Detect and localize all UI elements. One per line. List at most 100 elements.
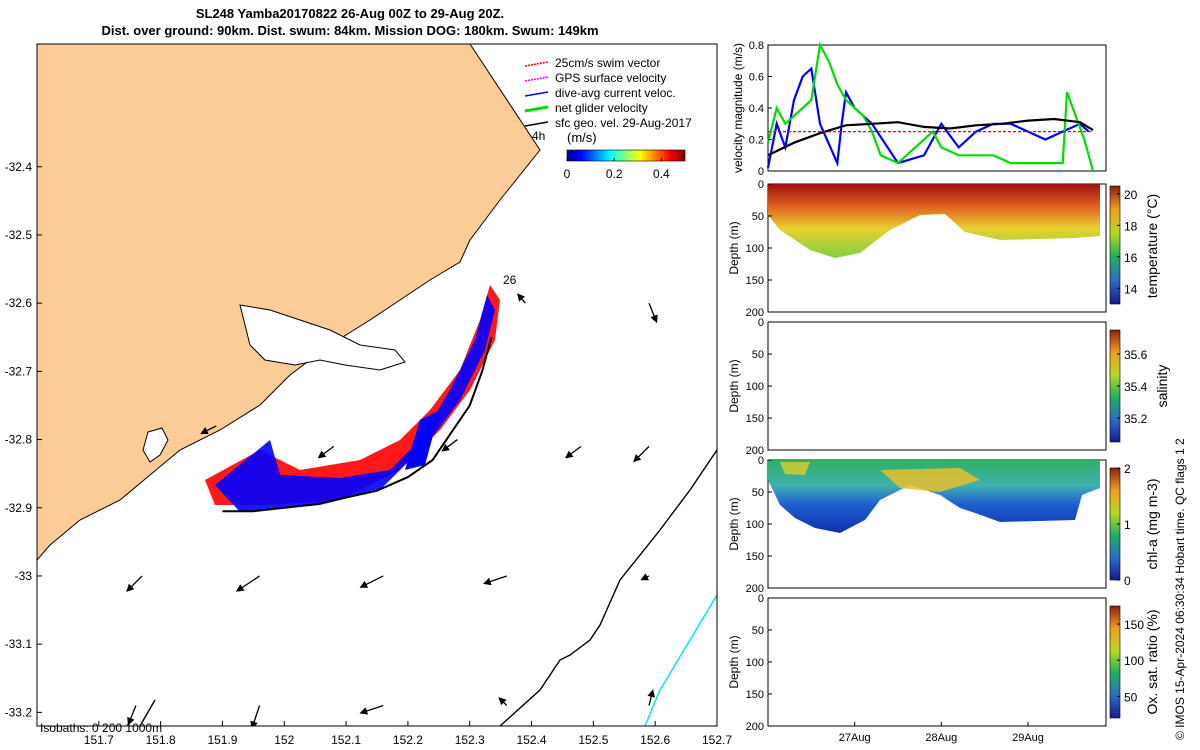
- chl-colorbar-ticks: 2 1 0: [1117, 462, 1131, 588]
- colorbar-tick-label: 2: [1124, 462, 1131, 476]
- current-arrow: [483, 575, 508, 586]
- salinity-colorbar-ticks: 35.6 35.4 35.2: [1117, 348, 1148, 426]
- colorbar-unit-label: (m/s): [567, 130, 597, 145]
- glider-track: [222, 337, 493, 513]
- current-arrow: [633, 445, 650, 463]
- legend-label: GPS surface velocity: [555, 71, 666, 85]
- map-x-tick-label: 152.1: [331, 733, 361, 747]
- colorbar-tick-label: 16: [1124, 251, 1138, 265]
- oxygen-x-axis: 27Aug 28Aug 29Aug: [839, 722, 1044, 744]
- current-arrow: [648, 302, 658, 324]
- velocity-y-tick-label: 0: [758, 166, 764, 178]
- current-arrow: [359, 704, 384, 715]
- colorbar-tick-label: 50: [1124, 690, 1138, 704]
- chl-ylabel: Depth (m): [727, 497, 741, 550]
- map-x-tick-label: 151.7: [84, 733, 114, 747]
- depth-tick-label: 150: [746, 413, 764, 425]
- salinity-colorbar-label: salinity: [1154, 365, 1170, 408]
- oxygen-ylabel: Depth (m): [727, 635, 741, 688]
- temperature-section: [768, 184, 1100, 258]
- oxygen-colorbar: [1109, 605, 1121, 719]
- map-x-tick-label: 152.4: [517, 733, 547, 747]
- legend-label: net glider velocity: [555, 101, 648, 115]
- map-x-tick-label: 151.8: [146, 733, 176, 747]
- oxygen-y-axis: 0 50 100 150 200: [746, 593, 772, 733]
- chl-section: [768, 460, 1100, 533]
- depth-tick-label: 200: [746, 721, 764, 733]
- current-arrow: [235, 575, 260, 592]
- salinity-y-axis: 0 50 100 150 200: [746, 317, 772, 457]
- legend-label: sfc geo. vel. 29-Aug-2017: [555, 116, 692, 130]
- time-label: 4h: [532, 129, 545, 143]
- oxygen-panel: 0 50 100 150 200 27Aug 28Aug 29Aug Depth (m) 1…: [727, 593, 1160, 744]
- colorbar-tick-label: 35.2: [1124, 412, 1148, 426]
- map-x-tick-label: 152.6: [640, 733, 670, 747]
- current-arrow: [564, 445, 582, 459]
- temperature-ylabel: Depth (m): [727, 221, 741, 274]
- time-tick-label: 29Aug: [1012, 732, 1044, 744]
- depth-tick-label: 100: [746, 657, 764, 669]
- depth-tick-label: 0: [758, 455, 764, 467]
- velocity-series: [766, 41, 1095, 172]
- salinity-panel: 0 50 100 150 200 Depth (m) 35.6 35.4 35.2 sali…: [727, 317, 1170, 457]
- legend-swatch: [524, 76, 549, 82]
- map-y-tick-label: -33.1: [5, 637, 33, 651]
- chl-y-axis: 0 50 100 150 200: [746, 455, 772, 595]
- depth-tick-label: 0: [758, 317, 764, 329]
- chl-colorbar-label: chl-a (mg m-3): [1144, 478, 1160, 569]
- legend-label: dive-avg current veloc.: [555, 86, 676, 100]
- legend-swatch: [524, 121, 549, 127]
- map-y-tick-label: -32.7: [5, 364, 33, 378]
- estuary: [239, 304, 406, 371]
- lagoon: [142, 427, 169, 463]
- current-arrows: [126, 293, 658, 726]
- current-arrow: [127, 705, 137, 726]
- colorbar-tick-label: 20: [1124, 188, 1138, 202]
- isobath-200: [499, 449, 717, 726]
- colorbar-tick-label: 18: [1124, 219, 1138, 233]
- map-x-tick-label: 152.5: [578, 733, 608, 747]
- depth-tick-label: 50: [752, 349, 764, 361]
- legend-swatch: [524, 105, 549, 113]
- isobath-1000: [644, 594, 717, 726]
- chl-panel: 0 50 100 150 200 Depth (m) 2 1 0 chl-a (mg m-3…: [727, 455, 1160, 595]
- current-arrow: [317, 445, 335, 459]
- speed-colorbar-ticks: 0 0.2 0.4: [564, 158, 670, 181]
- temperature-y-axis: 0 50 100 150 200: [746, 179, 772, 319]
- depth-tick-label: 200: [746, 583, 764, 595]
- colorbar-tick-label: 35.4: [1124, 380, 1148, 394]
- colorbar-tick-label: 100: [1124, 654, 1144, 668]
- chart-title-line1: SL248 Yamba20170822 26-Aug 00Z to 29-Aug…: [195, 6, 505, 21]
- glider-swath: [205, 285, 500, 512]
- time-tick-label: 27Aug: [839, 732, 871, 744]
- depth-tick-label: 0: [758, 593, 764, 605]
- depth-tick-label: 0: [758, 179, 764, 191]
- legend-swatch: [524, 91, 549, 97]
- depth-tick-label: 100: [746, 243, 764, 255]
- oxygen-colorbar-ticks: 150 100 50: [1117, 618, 1144, 704]
- velocity-y-tick-label: 0.8: [749, 40, 764, 52]
- legend-swatch: [524, 61, 549, 67]
- colorbar-tick-label: 150: [1124, 618, 1144, 632]
- map-x-tick-label: 152: [274, 733, 294, 747]
- isobath-0-south: [139, 699, 156, 726]
- velocity-ylabel: velocity magnitude (m/s): [731, 43, 745, 173]
- current-arrow: [640, 573, 650, 581]
- current-arrow: [200, 425, 217, 434]
- depth-tick-label: 200: [746, 307, 764, 319]
- time-tick-label: 28Aug: [925, 732, 957, 744]
- velocity-y-tick-label: 0.6: [749, 72, 764, 84]
- colorbar-tick-label: 0.4: [653, 167, 670, 181]
- temperature-panel: 0 50 100 150 200 Depth (m) 20 18 16 14 temperat…: [727, 179, 1160, 319]
- map-y-tick-label: -32.8: [5, 433, 33, 447]
- current-arrow: [647, 689, 655, 706]
- depth-tick-label: 100: [746, 381, 764, 393]
- current-arrow: [126, 575, 143, 592]
- map-y-tick-label: -32.9: [5, 501, 33, 515]
- chart-title-line2: Dist. over ground: 90km. Dist. swum: 84k…: [101, 23, 599, 38]
- current-arrow: [498, 697, 508, 706]
- depth-tick-label: 100: [746, 519, 764, 531]
- velocity-y-tick-label: 0.2: [749, 135, 764, 147]
- map-frame: [36, 43, 718, 727]
